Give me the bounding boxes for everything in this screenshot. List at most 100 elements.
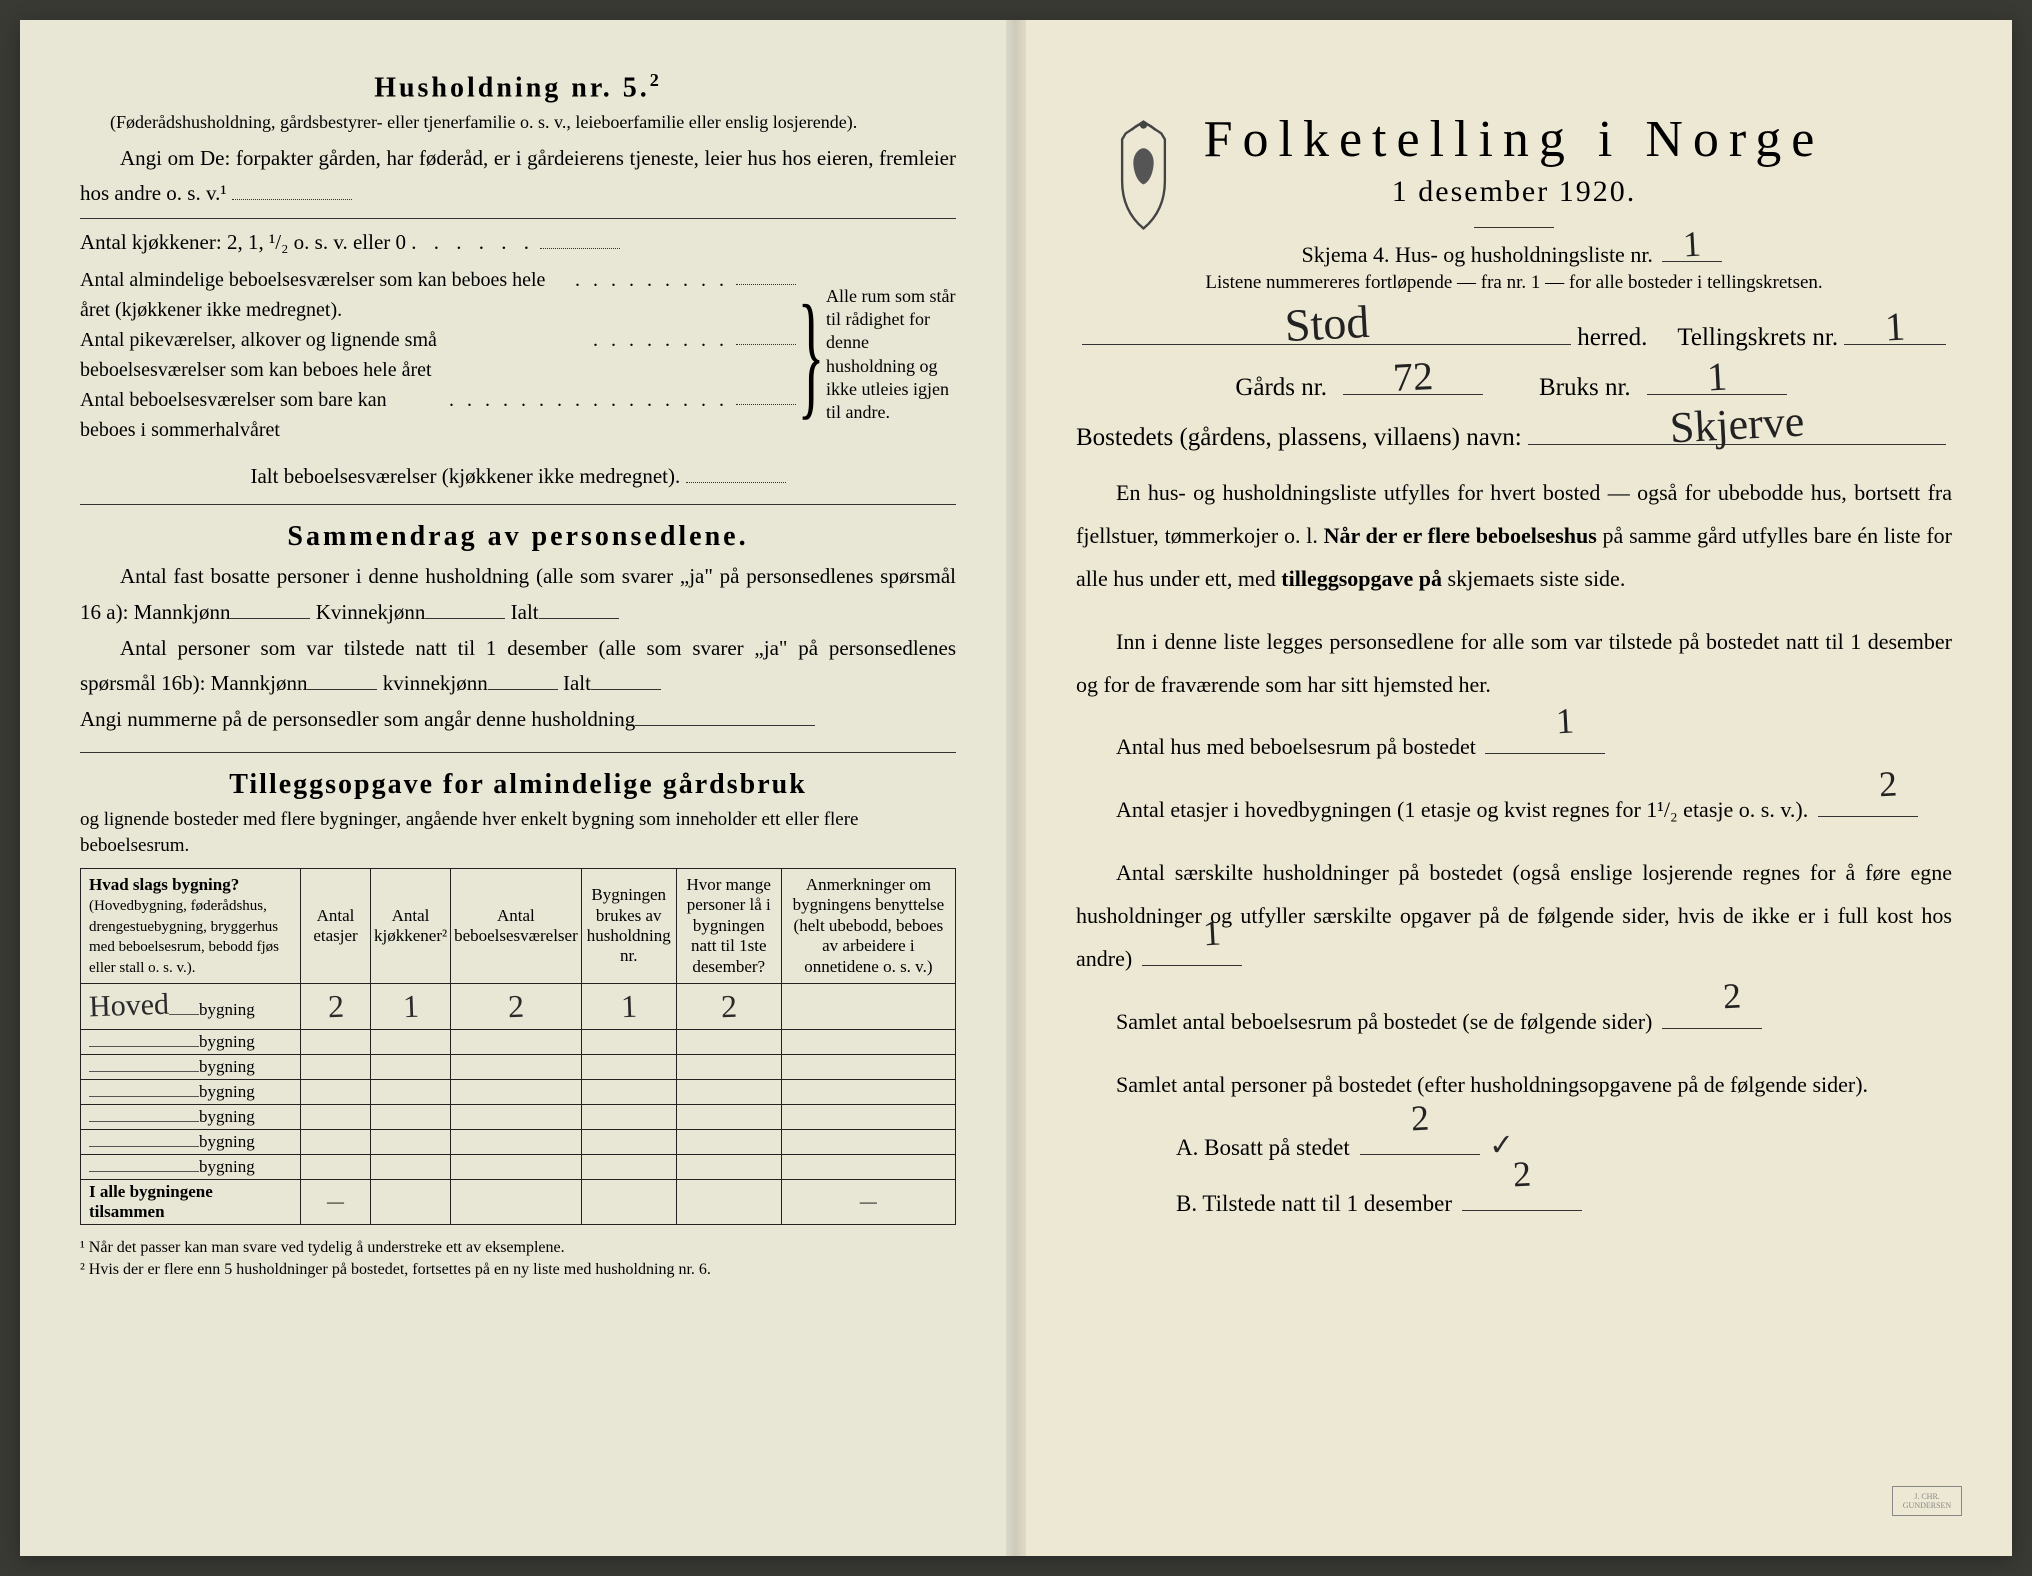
- sammendrag-title: Sammendrag av personsedlene.: [80, 521, 956, 553]
- table-cell: [781, 1054, 955, 1079]
- table-foot: I alle bygningene tilsammen — —: [81, 1179, 956, 1224]
- right-page: Folketelling i Norge 1 desember 1920. Sk…: [1016, 20, 2012, 1556]
- form-nr-hw: 1: [1682, 223, 1702, 266]
- q4-hw: 2: [1681, 960, 1743, 1033]
- sp1c: Ialt: [511, 600, 539, 624]
- total-c0: —: [301, 1179, 371, 1224]
- qA-field: 2: [1360, 1154, 1480, 1155]
- row-suffix: bygning: [199, 1132, 255, 1151]
- row-suffix: bygning: [199, 1032, 255, 1051]
- table-cell: [371, 1079, 451, 1104]
- qA-hw: 2: [1408, 1078, 1430, 1158]
- gard-label: Gårds nr.: [1235, 374, 1327, 402]
- table-cell: [451, 1154, 582, 1179]
- para1: En hus- og husholdningsliste utfylles fo…: [1076, 472, 1952, 601]
- blank: [540, 228, 620, 249]
- sp2b: kvinnekjønn: [383, 671, 488, 695]
- sp2c: Ialt: [563, 671, 591, 695]
- divider: [1474, 227, 1554, 228]
- q1-field: 1: [1485, 753, 1605, 754]
- h5-note: (Føderådshusholdning, gårdsbestyrer- ell…: [80, 110, 956, 134]
- h5-title-text: Husholdning nr. 5.: [374, 72, 650, 103]
- herred-label: herred.: [1577, 324, 1647, 352]
- sp3: Angi nummerne på de personsedler som ang…: [80, 707, 635, 731]
- s-p1: Antal fast bosatte personer i denne hush…: [80, 559, 956, 630]
- cell-hw: 2: [327, 988, 344, 1026]
- table-body: Hovedbygning21212 bygning bygning bygning by…: [81, 983, 956, 1179]
- row-name-hw: Hoved: [88, 988, 169, 1025]
- table-cell: [301, 1104, 371, 1129]
- table-cell: 1: [371, 983, 451, 1029]
- th-2: Antal kjøkkener²: [371, 869, 451, 984]
- table-cell: [451, 1029, 582, 1054]
- bosted-hw: Skjerve: [1668, 396, 1805, 454]
- table-cell: [301, 1054, 371, 1079]
- krets-field: 1: [1844, 344, 1946, 345]
- q2-hw: 2: [1837, 749, 1899, 822]
- table-cell: [581, 1154, 676, 1179]
- th-3: Antal beboelsesværelser: [451, 869, 582, 984]
- table-cell: [581, 1129, 676, 1154]
- th-0: Hvad slags bygning?(Hovedbygning, føderå…: [81, 869, 301, 984]
- brace-left-rows: Antal almindelige beboelsesværelser som …: [80, 265, 796, 445]
- main-title: Folketelling i Norge: [1076, 110, 1952, 169]
- table-row: bygning: [81, 1054, 956, 1079]
- blank: [591, 669, 661, 690]
- tillegg-title: Tilleggsopgave for almindelige gårdsbruk: [80, 769, 956, 801]
- footnotes: ¹ Når det passer kan man svare ved tydel…: [80, 1237, 956, 1282]
- herred-row: Stod herred. Tellingskrets nr. 1: [1076, 324, 1952, 352]
- table-cell: [301, 1129, 371, 1154]
- herred-hw: Stod: [1283, 295, 1370, 352]
- form-line: Skjema 4. Hus- og husholdningsliste nr. …: [1076, 242, 1952, 268]
- kitchens-line: Antal kjøkkener: 2, 1, ¹/₂ o. s. v. elle…: [80, 225, 956, 261]
- table-cell: 2: [301, 983, 371, 1029]
- row-suffix: bygning: [199, 1057, 255, 1076]
- herred-field: Stod: [1082, 344, 1571, 345]
- table-cell: [781, 1154, 955, 1179]
- blank: [539, 598, 619, 619]
- row-name-cell: bygning: [81, 1104, 301, 1129]
- rule: [80, 504, 956, 505]
- rule: [80, 218, 956, 219]
- tillegg-sub: og lignende bosteder med flere bygninger…: [80, 807, 956, 860]
- dots: . . . . . . . .: [585, 325, 736, 385]
- row-underline: [89, 1146, 199, 1147]
- sp1b: Kvinnekjønn: [316, 600, 426, 624]
- table-cell: [676, 1079, 781, 1104]
- qB-hw: 2: [1511, 1134, 1533, 1214]
- row-suffix: bygning: [199, 1082, 255, 1101]
- h5-p1: Angi om De: forpakter gården, har føderå…: [80, 141, 956, 212]
- s-p3: Angi nummerne på de personsedler som ang…: [80, 702, 956, 738]
- census-document: Husholdning nr. 5.2 (Føderådshusholdning…: [20, 20, 2012, 1556]
- row-suffix: bygning: [199, 1107, 255, 1126]
- th-6: Anmerkninger om bygningens benyttelse (h…: [781, 869, 955, 984]
- table-cell: [301, 1079, 371, 1104]
- row-name-cell: bygning: [81, 1079, 301, 1104]
- row-name-cell: bygning: [81, 1029, 301, 1054]
- krets-hw: 1: [1884, 303, 1906, 351]
- q5: Samlet antal personer på bostedet (efter…: [1076, 1064, 1952, 1107]
- fn2: ² Hvis der er flere enn 5 husholdninger …: [80, 1259, 956, 1281]
- bosted-field: Skjerve: [1528, 444, 1946, 445]
- row-underline: [89, 1121, 199, 1122]
- table-cell: [781, 1104, 955, 1129]
- blank: [736, 325, 796, 345]
- form-line-label: Skjema 4. Hus- og husholdningsliste nr.: [1302, 242, 1653, 267]
- q1: Antal hus med beboelsesrum på bostedet 1: [1076, 726, 1952, 769]
- household5-title: Husholdning nr. 5.2: [80, 70, 956, 104]
- gard-field: 72: [1343, 394, 1483, 395]
- table-cell: [676, 1029, 781, 1054]
- total-c2: [451, 1179, 582, 1224]
- coat-of-arms-icon: [1096, 115, 1191, 235]
- table-row: bygning: [81, 1154, 956, 1179]
- table-row: Hovedbygning21212: [81, 983, 956, 1029]
- th0-b: Hvad slags bygning?: [89, 875, 239, 894]
- q2-field: 2: [1818, 816, 1918, 817]
- q2-label: Antal etasjer i hovedbygningen (1 etasje…: [1116, 797, 1808, 822]
- rule: [80, 752, 956, 753]
- table-cell: [781, 1079, 955, 1104]
- table-head: Hvad slags bygning?(Hovedbygning, føderå…: [81, 869, 956, 984]
- printer-stamp: J. CHR. GUNDERSEN: [1892, 1486, 1962, 1516]
- th-4: Bygningen brukes av husholdning nr.: [581, 869, 676, 984]
- bosted-label: Bostedets (gårdens, plassens, villaens) …: [1076, 424, 1522, 452]
